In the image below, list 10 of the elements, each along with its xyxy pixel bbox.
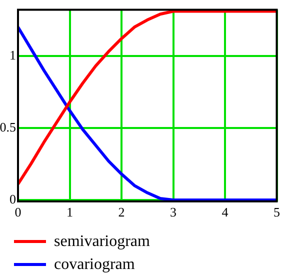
legend-label: semivariogram [54, 232, 150, 252]
x-tick-label: 5 [274, 204, 280, 220]
y-tick-label: 1 [10, 47, 16, 62]
x-tick-label: 1 [66, 204, 73, 220]
y-tick-label: 0 [10, 191, 16, 206]
x-tick-label: 2 [118, 204, 125, 220]
y-tick-label: 0.5 [0, 119, 16, 134]
x-tick-label: 3 [170, 204, 176, 220]
legend-label: covariogram [54, 255, 135, 275]
x-tick-label: 4 [222, 204, 229, 220]
